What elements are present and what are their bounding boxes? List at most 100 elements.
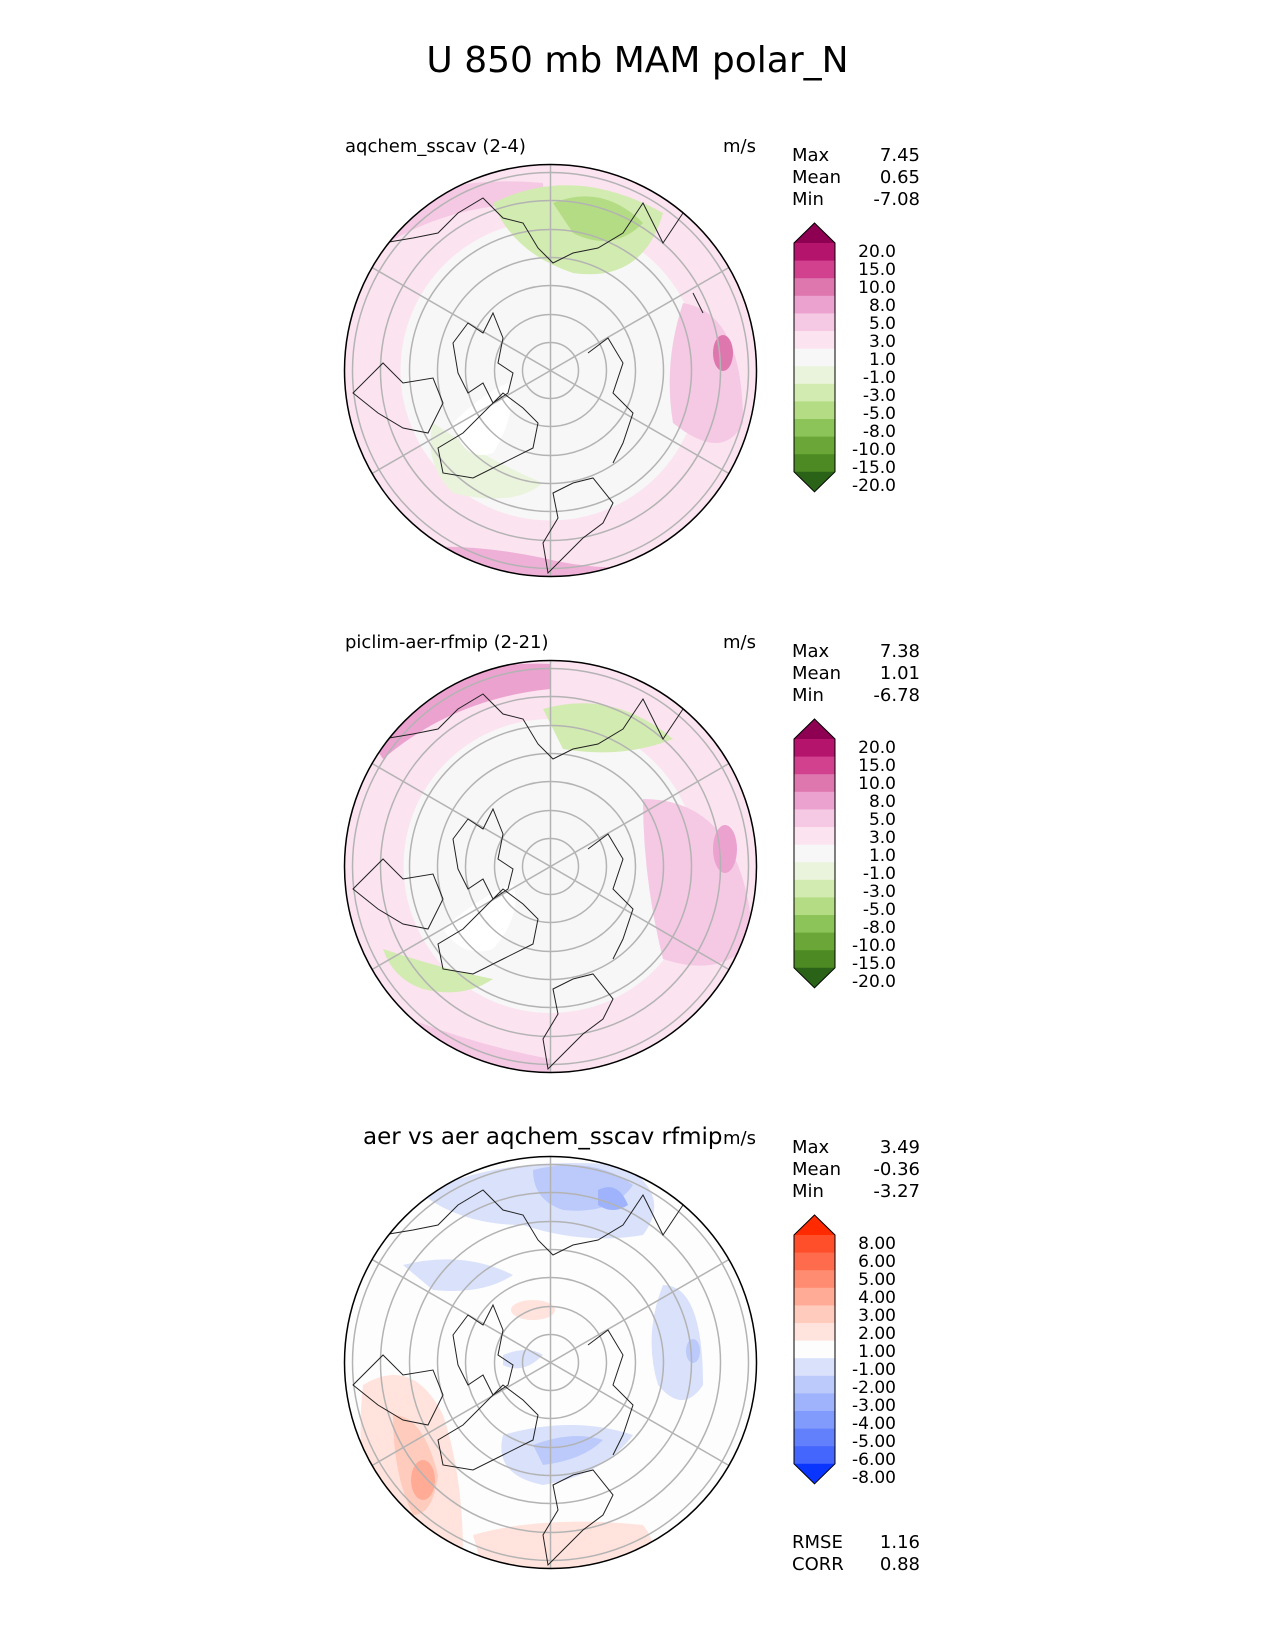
colorbar-segment xyxy=(794,278,835,297)
panel-2-min-label: Min xyxy=(792,685,824,706)
colorbar-tick: -5.0 xyxy=(862,900,896,920)
colorbar-segment xyxy=(794,383,835,402)
colorbar-outline xyxy=(793,222,836,493)
colorbar-segment xyxy=(794,756,835,775)
colorbar-tick: 2.00 xyxy=(858,1324,896,1344)
panel-3-mean-value: -0.36 xyxy=(873,1159,920,1180)
colorbar-tick: 1.0 xyxy=(868,350,896,370)
colorbar-tick: -1.0 xyxy=(862,864,896,884)
colorbar-segment xyxy=(794,348,835,367)
colorbar-segment xyxy=(794,1235,835,1254)
panel-2-colorbar xyxy=(793,718,836,989)
colorbar-tick: 3.0 xyxy=(868,828,896,848)
figure-title: U 850 mb MAM polar_N xyxy=(426,40,849,81)
panel-2-max-label: Max xyxy=(792,641,830,662)
colorbar-outline xyxy=(793,1214,836,1485)
panel-2-max-value: 7.38 xyxy=(879,641,920,662)
colorbar-tick: 15.0 xyxy=(858,260,896,280)
colorbar-tick: -20.0 xyxy=(852,972,896,992)
colorbar-tick: -1.00 xyxy=(852,1360,896,1380)
colorbar-segment xyxy=(794,1323,835,1342)
panel-1-max-value: 7.45 xyxy=(879,145,920,166)
panel-3-colorbar xyxy=(793,1214,836,1485)
panel-2-mean-label: Mean xyxy=(792,663,842,684)
colorbar-tick: 8.00 xyxy=(858,1234,896,1254)
panel-3-max-label: Max xyxy=(792,1137,830,1158)
colorbar-segment xyxy=(794,1287,835,1306)
colorbar-segment xyxy=(794,366,835,385)
colorbar-segment xyxy=(794,1411,835,1430)
panel-1-units: m/s xyxy=(723,136,756,157)
colorbar-segment xyxy=(794,243,835,262)
colorbar-tick: -10.0 xyxy=(852,936,896,956)
colorbar-extend-top xyxy=(794,719,835,739)
colorbar-segment xyxy=(794,827,835,846)
panel-1-mean-label: Mean xyxy=(792,167,842,188)
panel-3-polar-map xyxy=(343,1155,758,1570)
colorbar-tick: 1.00 xyxy=(858,1342,896,1362)
panel-1-colorbar xyxy=(793,222,836,493)
panel-2-colorbar-labels: 20.0 15.0 10.0 8.0 5.0 3.0 1.0 -1.0 -3.0… xyxy=(840,739,896,991)
colorbar-segment xyxy=(794,295,835,314)
colorbar-tick: 4.00 xyxy=(858,1288,896,1308)
colorbar-segment xyxy=(794,1270,835,1289)
colorbar-tick: -3.0 xyxy=(862,882,896,902)
panel-1-title: aqchem_sscav (2-4) xyxy=(345,136,526,157)
colorbar-extend-bottom xyxy=(794,1463,835,1484)
colorbar-tick: 5.0 xyxy=(868,314,896,334)
colorbar-segment xyxy=(794,331,835,350)
colorbar-segment xyxy=(794,774,835,793)
colorbar-tick: -8.0 xyxy=(862,422,896,442)
colorbar-tick: 8.0 xyxy=(868,296,896,316)
colorbar-segment xyxy=(794,1252,835,1271)
colorbar-tick: -10.0 xyxy=(852,440,896,460)
panel-2-mean-value: 1.01 xyxy=(879,663,920,684)
colorbar-tick: 8.0 xyxy=(868,792,896,812)
panel-1-min-label: Min xyxy=(792,189,824,210)
colorbar-tick: -1.0 xyxy=(862,368,896,388)
colorbar-segment xyxy=(794,313,835,332)
colorbar-segment xyxy=(794,1428,835,1447)
panel-2-polar-map xyxy=(343,659,758,1074)
colorbar-tick: 5.0 xyxy=(868,810,896,830)
colorbar-segment xyxy=(794,260,835,279)
panel-3-title: aer vs aer aqchem_sscav rfmip xyxy=(363,1124,723,1150)
colorbar-segment xyxy=(794,1358,835,1377)
colorbar-tick: -5.00 xyxy=(852,1432,896,1452)
colorbar-extend-top xyxy=(794,223,835,243)
panel-1-mean-value: 0.65 xyxy=(879,167,920,188)
colorbar-segment xyxy=(794,1305,835,1324)
colorbar-segment xyxy=(794,1375,835,1394)
colorbar-tick: 20.0 xyxy=(858,738,896,758)
panel-2-min-value: -6.78 xyxy=(873,685,920,706)
colorbar-tick: -20.0 xyxy=(852,476,896,496)
panel-2-title: piclim-aer-rfmip (2-21) xyxy=(345,632,549,653)
panel-1-min-value: -7.08 xyxy=(873,189,920,210)
colorbar-tick: -6.00 xyxy=(852,1450,896,1470)
colorbar-tick: 10.0 xyxy=(858,278,896,298)
colorbar-tick: 1.0 xyxy=(868,846,896,866)
colorbar-tick: -8.00 xyxy=(852,1468,896,1488)
colorbar-segment xyxy=(794,454,835,473)
colorbar-segment xyxy=(794,1393,835,1412)
panel-1-polar-map xyxy=(343,163,758,578)
rmse-label: RMSE xyxy=(792,1532,843,1553)
colorbar-segment xyxy=(794,401,835,420)
colorbar-outline xyxy=(793,718,836,989)
colorbar-segment xyxy=(794,1340,835,1359)
colorbar-segment xyxy=(794,436,835,455)
colorbar-segment xyxy=(794,879,835,898)
colorbar-tick: 15.0 xyxy=(858,756,896,776)
colorbar-tick: -15.0 xyxy=(852,954,896,974)
corr-label: CORR xyxy=(792,1554,844,1575)
colorbar-segment xyxy=(794,844,835,863)
panel-3-max-value: 3.49 xyxy=(879,1137,920,1158)
panel-1-colorbar-labels: 20.0 15.0 10.0 8.0 5.0 3.0 1.0 -1.0 -3.0… xyxy=(840,243,896,495)
colorbar-tick: 5.00 xyxy=(858,1270,896,1290)
colorbar-segment xyxy=(794,809,835,828)
colorbar-extend-bottom xyxy=(794,471,835,492)
corr-value: 0.88 xyxy=(879,1554,920,1575)
panel-3-colorbar-labels: 8.00 6.00 5.00 4.00 3.00 2.00 1.00 -1.00… xyxy=(840,1235,896,1487)
panel-3-min-value: -3.27 xyxy=(873,1181,920,1202)
colorbar-tick: 3.0 xyxy=(868,332,896,352)
